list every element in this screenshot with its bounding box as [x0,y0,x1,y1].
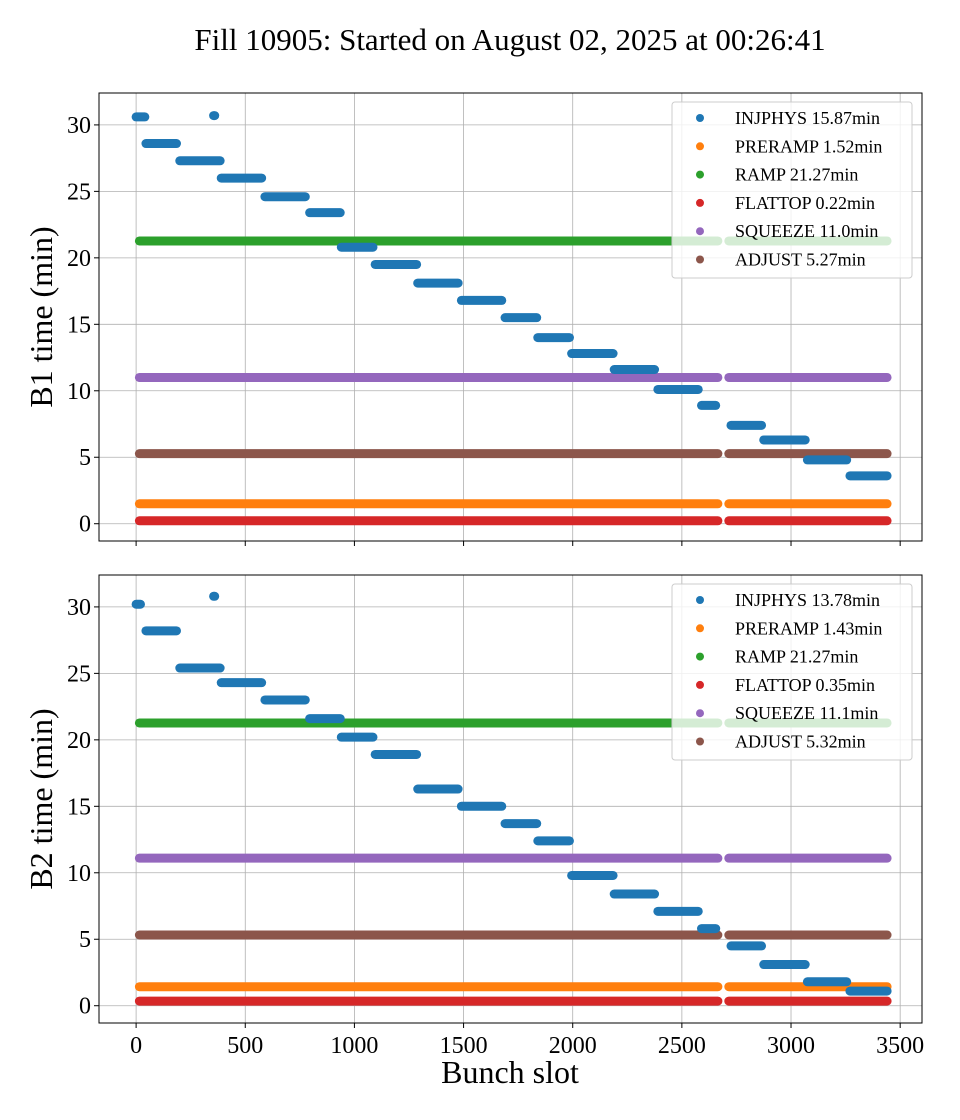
x-tick-label: 3500 [876,1033,924,1059]
legend-marker-flattop [696,198,704,207]
y-tick-label: 0 [79,512,91,538]
y-tick-label: 20 [67,728,91,754]
legend-marker-ramp [696,170,704,179]
legend-label-ramp: RAMP 21.27min [735,165,858,185]
legend-marker-squeeze [696,709,704,718]
x-tick-label: 2000 [549,1033,597,1059]
legend-box [671,101,913,279]
legend-label-injphys: INJPHYS 13.78min [735,590,880,610]
y-tick-label: 25 [67,661,91,687]
plot-panel-1: 0 5 10 15 20 25 30 B1 time (min) INJPHYS 15.87mi… [23,92,923,546]
x-tick-label: 1000 [330,1033,378,1059]
legend-marker-preramp [696,624,704,633]
plot-frame [98,92,923,542]
y-axis-label: B2 time (min) [23,708,59,889]
legend-marker-adjust [696,737,704,746]
y-tick-label: 10 [67,379,91,405]
y-tick-label: 5 [79,927,91,953]
legend-label-preramp: PRERAMP 1.43min [735,618,882,638]
y-tick-label: 25 [67,179,91,205]
plot-frame [98,574,923,1024]
x-tick-label: 3000 [767,1033,815,1059]
y-tick-label: 30 [67,595,91,621]
legend-marker-injphys [696,596,704,604]
legend-label-squeeze: SQUEEZE 11.0min [735,221,878,241]
y-tick-label: 30 [67,113,91,139]
plot-panel-2: 0 500 1000 1500 2000 2500 3000 3500 0 5 10 15 20 25 30… [23,574,924,1059]
legend-label-injphys: INJPHYS 15.87min [735,108,880,128]
data-points [131,591,892,1006]
y-tick-label: 0 [79,994,91,1020]
x-tick-label: 500 [227,1033,263,1059]
legend-marker-squeeze [696,227,704,236]
y-tick-label: 5 [79,445,91,471]
legend-box [671,583,913,761]
legend-label-flattop: FLATTOP 0.35min [735,675,875,695]
legend-marker-adjust [696,255,704,264]
axis-ticks: 0 500 1000 1500 2000 2500 3000 3500 0 5 10 15 20 25 30 [67,595,924,1059]
legend-label-flattop: FLATTOP 0.22min [735,193,875,213]
legend: INJPHYS 15.87min PRERAMP 1.52min RAMP 21.2… [671,101,913,279]
legend-label-preramp: PRERAMP 1.52min [735,136,882,156]
y-tick-label: 15 [67,794,91,820]
legend-label-adjust: ADJUST 5.32min [735,732,866,752]
y-axis-label: B1 time (min) [23,226,59,407]
legend-label-ramp: RAMP 21.27min [735,647,858,667]
y-tick-label: 20 [67,246,91,272]
legend-marker-preramp [696,142,704,151]
legend-label-adjust: ADJUST 5.27min [735,250,866,270]
figure-title: Fill 10905: Started on August 02, 2025 a… [194,22,826,57]
y-tick-label: 15 [67,312,91,338]
x-tick-label: 1500 [440,1033,488,1059]
legend: INJPHYS 13.78min PRERAMP 1.43min RAMP 21.2… [671,583,913,761]
x-axis-label: Bunch slot [441,1054,579,1090]
legend-marker-flattop [696,680,704,689]
y-tick-label: 10 [67,861,91,887]
legend-marker-injphys [696,114,704,122]
axis-ticks: 0 5 10 15 20 25 30 [67,113,901,546]
legend-label-squeeze: SQUEEZE 11.1min [735,703,878,723]
x-tick-label: 0 [130,1033,142,1059]
x-tick-label: 2500 [658,1033,706,1059]
legend-marker-ramp [696,652,704,661]
